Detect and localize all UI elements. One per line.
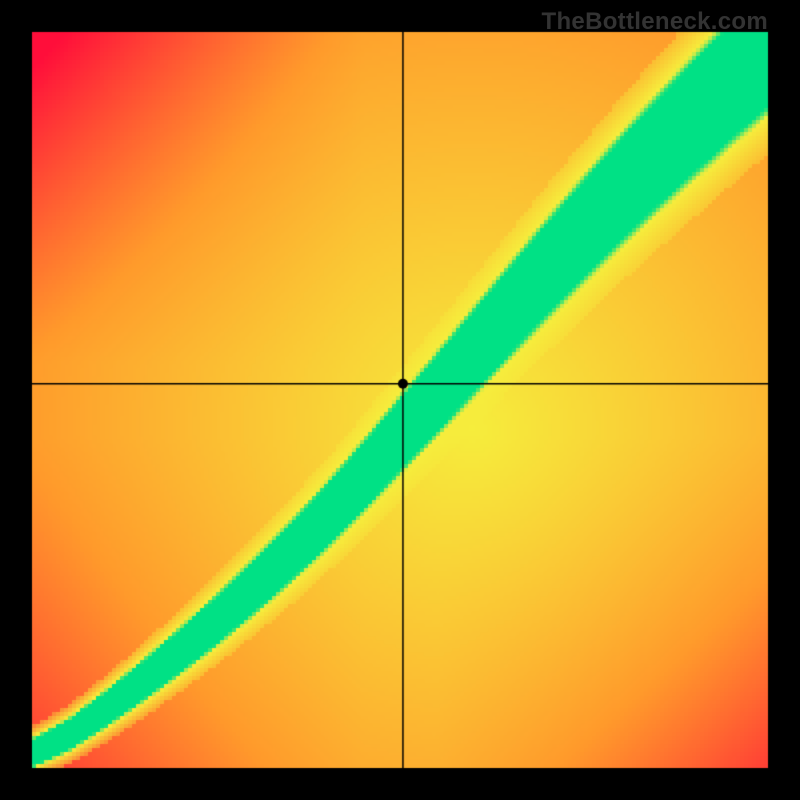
watermark-text: TheBottleneck.com	[542, 8, 768, 36]
heatmap-canvas	[0, 0, 800, 800]
chart-container: TheBottleneck.com	[0, 0, 800, 800]
